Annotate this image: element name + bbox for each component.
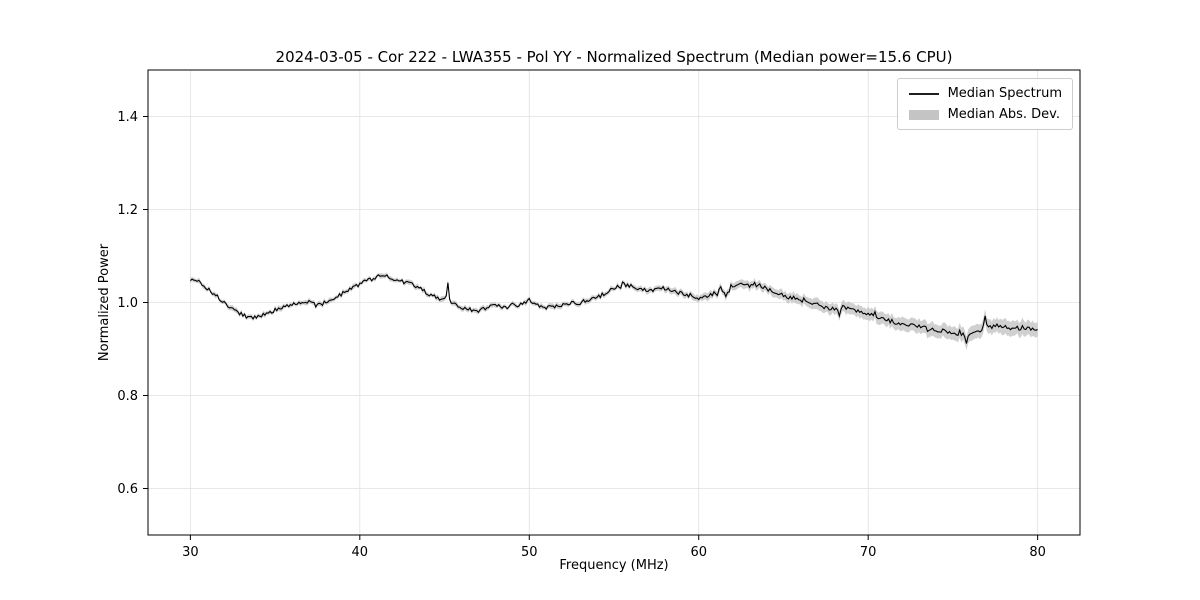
median-spectrum-line bbox=[190, 273, 1038, 344]
x-tick-label: 70 bbox=[860, 545, 877, 560]
chart-title: 2024-03-05 - Cor 222 - LWA355 - Pol YY -… bbox=[275, 48, 953, 66]
line-swatch-icon bbox=[908, 92, 939, 95]
legend-label-median-spectrum: Median Spectrum bbox=[947, 86, 1062, 101]
y-tick-label: 0.6 bbox=[117, 482, 138, 497]
x-tick-label: 30 bbox=[182, 545, 199, 560]
x-axis-label: Frequency (MHz) bbox=[559, 558, 669, 573]
y-tick-label: 0.8 bbox=[117, 389, 138, 404]
legend-item-median-spectrum: Median Spectrum bbox=[908, 86, 1062, 101]
y-tick-label: 1.2 bbox=[117, 203, 138, 218]
y-tick-label: 1.0 bbox=[117, 296, 138, 311]
mad-band bbox=[190, 272, 1038, 351]
legend: Median Spectrum Median Abs. Dev. bbox=[896, 78, 1073, 130]
x-tick-label: 60 bbox=[690, 545, 707, 560]
band-swatch-icon bbox=[908, 109, 939, 120]
y-tick-label: 1.4 bbox=[117, 110, 138, 125]
x-tick-label: 80 bbox=[1029, 545, 1046, 560]
grid bbox=[148, 70, 1080, 535]
legend-label-median-abs-dev: Median Abs. Dev. bbox=[947, 107, 1061, 122]
x-tick-label: 50 bbox=[521, 545, 538, 560]
y-axis-label-wrap: Normalized Power bbox=[88, 70, 122, 535]
x-tick-label: 40 bbox=[352, 545, 369, 560]
legend-item-median-abs-dev: Median Abs. Dev. bbox=[908, 107, 1062, 122]
y-axis-label: Normalized Power bbox=[97, 243, 113, 362]
